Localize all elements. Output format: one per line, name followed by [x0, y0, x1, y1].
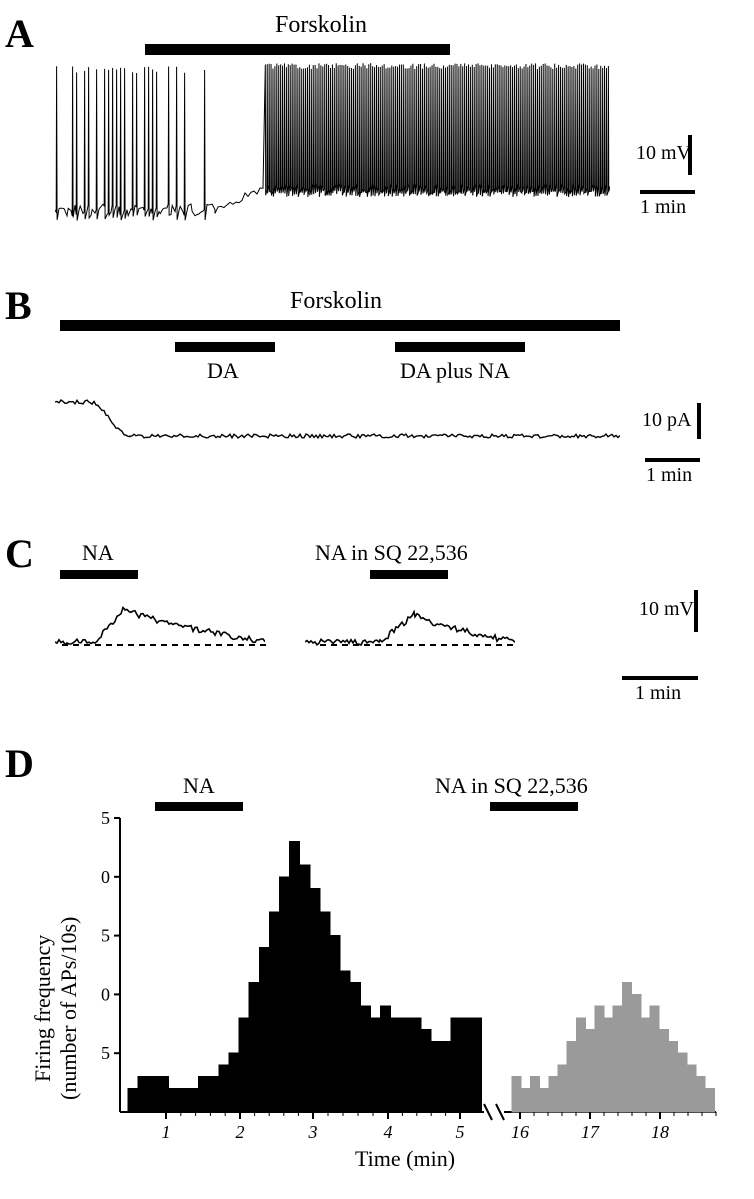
panel-b-da-label: DA	[207, 358, 239, 384]
panel-c-scale-h	[622, 676, 698, 680]
panel-d-histogram: 510152025123451617181920	[100, 812, 720, 1152]
panel-b-da-bar	[175, 342, 275, 352]
panel-b-scale-h-label: 1 min	[646, 464, 692, 487]
panel-b-dana-label: DA plus NA	[400, 358, 510, 384]
svg-text:25: 25	[100, 812, 110, 828]
svg-text:4: 4	[384, 1122, 393, 1142]
panel-d-nasq-bar	[490, 802, 578, 811]
panel-c-trace1	[55, 580, 265, 660]
panel-d-na-bar	[155, 802, 243, 811]
panel-c-scale-h-label: 1 min	[635, 682, 681, 705]
svg-text:15: 15	[100, 926, 110, 946]
panel-d-nasq-label: NA in SQ 22,536	[435, 773, 588, 799]
panel-c-na-bar	[60, 570, 138, 579]
panel-b-trace	[55, 390, 620, 460]
panel-c-label: C	[5, 530, 34, 577]
panel-d-na-label: NA	[183, 773, 215, 799]
svg-text:5: 5	[101, 1043, 110, 1063]
panel-a-scale-h-label: 1 min	[640, 196, 686, 219]
panel-c-scale-v	[694, 590, 698, 632]
panel-d-xlabel: Time (min)	[355, 1146, 455, 1172]
panel-c-nasq-label: NA in SQ 22,536	[315, 540, 468, 566]
panel-c-nasq-bar	[370, 570, 448, 579]
panel-a-forskolin-bar	[145, 44, 450, 55]
panel-c-na-label: NA	[82, 540, 114, 566]
panel-a-forskolin-label: Forskolin	[275, 12, 367, 39]
svg-text:18: 18	[651, 1122, 669, 1142]
panel-a-label: A	[5, 10, 34, 57]
panel-d-label: D	[5, 740, 34, 787]
svg-text:10: 10	[100, 984, 110, 1004]
panel-d-ylabel: Firing frequency(number of APs/10s)	[30, 917, 82, 1100]
svg-text:3: 3	[308, 1122, 318, 1142]
panel-b-forskolin-label: Forskolin	[290, 288, 382, 315]
panel-b-scale-v	[697, 403, 701, 439]
svg-text:20: 20	[100, 867, 110, 887]
panel-b-forskolin-bar	[60, 320, 620, 331]
panel-a-scale-h	[640, 190, 695, 194]
svg-text:1: 1	[162, 1122, 171, 1142]
svg-text:17: 17	[581, 1122, 600, 1142]
panel-b-label: B	[5, 282, 32, 329]
panel-a-scale-v-label: 10 mV	[636, 142, 691, 165]
panel-b-scale-v-label: 10 pA	[642, 409, 691, 432]
panel-a-trace	[55, 60, 610, 230]
panel-c-trace2	[305, 580, 515, 660]
svg-text:16: 16	[511, 1122, 529, 1142]
svg-text:2: 2	[236, 1122, 245, 1142]
panel-c-scale-v-label: 10 mV	[639, 598, 694, 621]
panel-b-dana-bar	[395, 342, 525, 352]
svg-text:5: 5	[456, 1122, 465, 1142]
panel-b-scale-h	[645, 458, 700, 462]
